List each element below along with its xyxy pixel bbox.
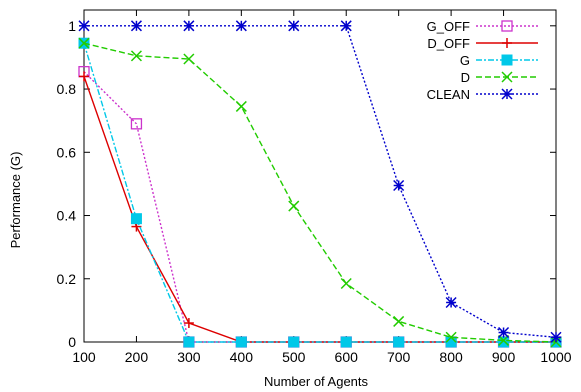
data-point: [183, 53, 195, 65]
legend: G_OFF D_OFF GD CLEAN: [427, 19, 538, 102]
x-axis-ticks: 100 200 300 400 500 600 700 800 900 1000: [72, 10, 572, 365]
series-d: [78, 37, 562, 348]
legend-label: D: [461, 70, 470, 85]
series-line: [83, 42, 557, 343]
data-point: [550, 331, 562, 343]
series-line: [83, 42, 556, 343]
data-point: [393, 336, 405, 348]
data-point: [235, 336, 247, 348]
y-tick-label: 0.4: [57, 208, 77, 224]
legend-label: CLEAN: [427, 87, 470, 102]
legend-item: G_OFF: [427, 19, 538, 34]
legend-marker: [501, 71, 513, 83]
data-point: [340, 277, 352, 290]
legend-item: D_OFF: [427, 36, 538, 51]
data-point: [340, 336, 352, 348]
data-point: [288, 200, 300, 212]
data-point: [130, 50, 142, 62]
y-tick-label: 0: [68, 334, 76, 350]
series-line: [84, 25, 557, 338]
y-axis-ticks: 0 0.2 0.4 0.6 0.8 1: [57, 18, 556, 350]
legend-item: G: [460, 53, 538, 68]
series-line: [83, 71, 556, 343]
legend-marker: [501, 20, 513, 32]
legend-item: D: [461, 70, 538, 85]
legend-marker: [501, 88, 513, 100]
data-point: [288, 20, 300, 32]
data-point: [498, 334, 510, 346]
y-tick-label: 0.2: [57, 271, 77, 287]
data-point: [393, 179, 405, 192]
data-point: [235, 20, 247, 32]
series-layer: [78, 20, 562, 348]
legend-label: D_OFF: [427, 36, 470, 51]
data-point: [498, 336, 510, 348]
x-tick-label: 100: [72, 349, 96, 365]
data-point: [445, 331, 457, 343]
x-tick-label: 400: [230, 349, 254, 365]
y-tick-label: 1: [68, 18, 76, 34]
x-tick-label: 200: [125, 349, 149, 365]
series-g: [78, 37, 562, 348]
data-point: [183, 318, 194, 329]
legend-label: G_OFF: [427, 19, 470, 34]
data-point: [498, 326, 510, 339]
series-g-off: [78, 66, 562, 348]
series-line: [83, 76, 556, 343]
legend-item: CLEAN: [427, 87, 538, 102]
x-tick-label: 800: [439, 349, 463, 365]
x-tick-label: 1000: [540, 349, 571, 365]
x-tick-label: 700: [387, 349, 411, 365]
data-point: [78, 20, 90, 32]
x-tick-label: 300: [177, 349, 201, 365]
data-point: [130, 213, 142, 225]
data-point: [130, 20, 142, 32]
data-point: [78, 37, 90, 49]
legend-label: G: [460, 53, 470, 68]
y-tick-label: 0.8: [57, 81, 77, 97]
data-point: [288, 336, 300, 348]
legend-marker: [501, 54, 513, 66]
data-point: [183, 20, 195, 32]
y-tick-label: 0.6: [57, 144, 77, 160]
data-point: [79, 71, 89, 82]
legend-marker: [502, 38, 512, 48]
series-clean: [78, 20, 562, 343]
series-d-off: [79, 71, 561, 347]
y-axis-label: Performance (G): [8, 152, 23, 249]
data-point: [340, 20, 352, 32]
data-point: [445, 296, 457, 309]
data-point: [393, 315, 405, 327]
x-tick-label: 600: [335, 349, 359, 365]
data-point: [235, 100, 247, 112]
data-point: [130, 118, 143, 130]
data-point: [445, 336, 457, 348]
data-point: [183, 336, 195, 348]
x-tick-label: 500: [282, 349, 306, 365]
x-axis-label: Number of Agents: [264, 374, 369, 389]
x-tick-label: 900: [492, 349, 516, 365]
